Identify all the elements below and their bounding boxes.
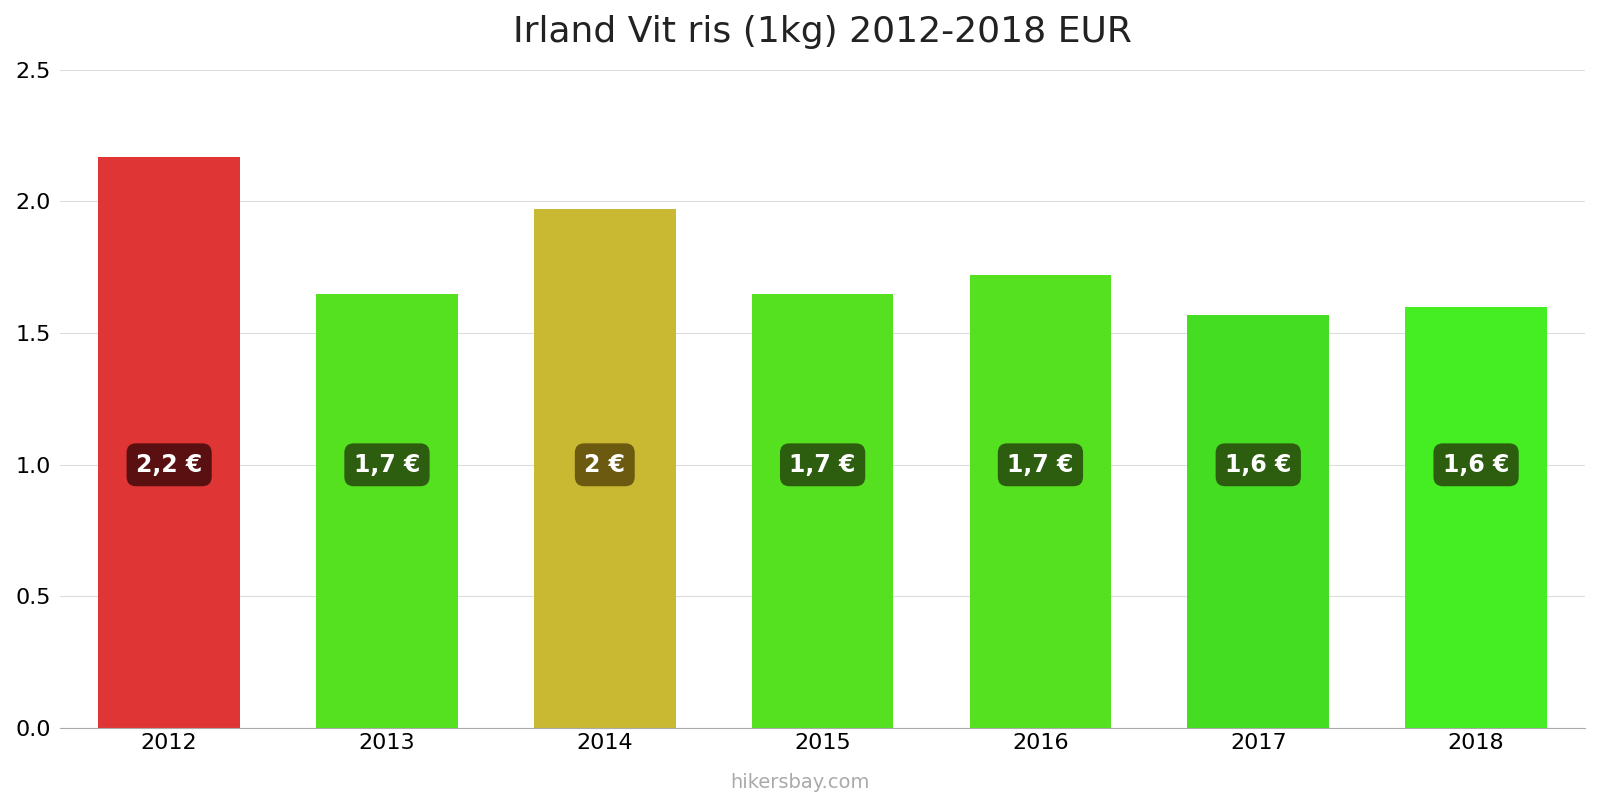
Title: Irland Vit ris (1kg) 2012-2018 EUR: Irland Vit ris (1kg) 2012-2018 EUR	[514, 15, 1133, 49]
Bar	[752, 294, 893, 728]
Text: 1,7 €: 1,7 €	[354, 453, 421, 477]
Text: 1,7 €: 1,7 €	[1008, 453, 1074, 477]
Bar	[1405, 306, 1547, 728]
Bar	[1187, 314, 1330, 728]
Bar	[534, 210, 675, 728]
Bar	[98, 157, 240, 728]
Text: 2,2 €: 2,2 €	[136, 453, 202, 477]
Bar	[970, 275, 1112, 728]
Text: 1,7 €: 1,7 €	[789, 453, 856, 477]
Text: 1,6 €: 1,6 €	[1443, 453, 1509, 477]
Text: 1,6 €: 1,6 €	[1226, 453, 1291, 477]
Text: hikersbay.com: hikersbay.com	[730, 773, 870, 792]
Bar	[317, 294, 458, 728]
Text: 2 €: 2 €	[584, 453, 626, 477]
